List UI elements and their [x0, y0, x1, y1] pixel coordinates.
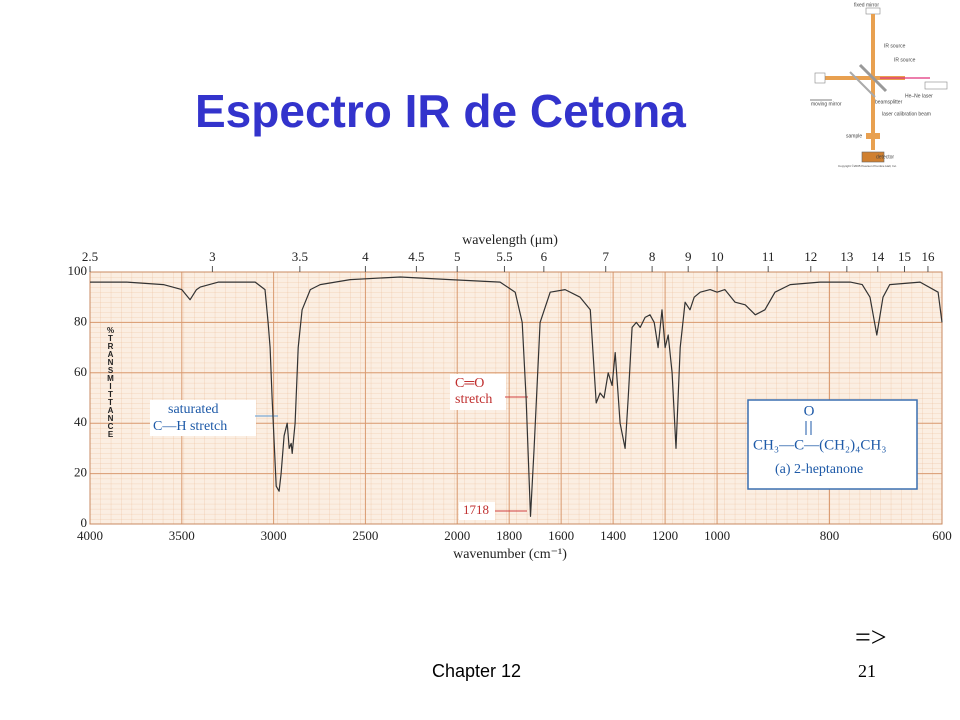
annotation-box — [150, 400, 256, 436]
x2-tick-label: 4 — [362, 249, 369, 264]
x-tick-label: 4000 — [77, 528, 103, 543]
x2-tick-label: 10 — [711, 249, 724, 264]
diagram-label: He–Ne laser — [905, 93, 933, 99]
structure-box — [747, 399, 918, 490]
x2-tick-label: 11 — [762, 249, 775, 264]
slide-title: Espectro IR de Cetona — [195, 85, 686, 137]
x-tick-label: 1600 — [548, 528, 574, 543]
x-tick-label: 3000 — [261, 528, 287, 543]
next-arrow: => — [855, 622, 887, 653]
x-tick-label: 1000 — [704, 528, 730, 543]
x2-tick-label: 5 — [454, 249, 461, 264]
annotation: stretch — [455, 392, 492, 407]
annotation: 1718 — [463, 502, 489, 517]
diagram-label: fixed mirror — [854, 2, 879, 8]
x-tick-label: 1200 — [652, 528, 678, 543]
annotation-box — [459, 502, 495, 520]
x2-tick-label: 15 — [898, 249, 911, 264]
x-tick-label: 3500 — [169, 528, 195, 543]
annotation-box — [450, 374, 506, 410]
x2-tick-label: 2.5 — [82, 249, 98, 264]
diagram-label: moving mirror — [811, 101, 842, 107]
x2-tick-label: 16 — [921, 249, 935, 264]
x2-tick-label: 6 — [541, 249, 548, 264]
annotation: saturated — [168, 402, 219, 417]
y-tick-label: 40 — [74, 414, 87, 429]
structure-name: (a) 2-heptanone — [775, 462, 863, 477]
y-tick-label: 100 — [68, 263, 88, 278]
x-tick-label: 1400 — [600, 528, 626, 543]
x-tick-label: 2000 — [444, 528, 470, 543]
annotation: C—H stretch — [153, 419, 227, 434]
structure-formula: CH₃—C—(CH₂)₄CH₃ — [753, 437, 886, 453]
x2-tick-label: 3 — [209, 249, 216, 264]
page-number: 21 — [858, 661, 876, 681]
diagram-label: IR source — [894, 57, 916, 63]
diagram-label: sample — [846, 133, 862, 139]
interferometer-diagram — [810, 7, 948, 163]
x2-tick-label: 12 — [804, 249, 817, 264]
x2-axis-label: wavelength (μm) — [462, 233, 558, 248]
spectrum-line — [90, 276, 943, 517]
diagram-label: detector — [876, 154, 894, 160]
footer: Chapter 12 — [432, 661, 521, 681]
x2-tick-label: 9 — [685, 249, 692, 264]
diagram-label: Copyright ©2005 Pearson Prentice Hall, I… — [838, 164, 897, 168]
x2-tick-label: 14 — [871, 249, 885, 264]
x2-tick-label: 3.5 — [292, 249, 308, 264]
x-tick-label: 800 — [820, 528, 840, 543]
annotation: C═O — [455, 376, 484, 391]
x-axis-label: wavenumber (cm⁻¹) — [453, 547, 567, 562]
x-tick-label: 600 — [932, 528, 952, 543]
x2-tick-label: 8 — [649, 249, 656, 264]
x-tick-label: 2500 — [352, 528, 378, 543]
x2-tick-label: 13 — [840, 249, 853, 264]
y-tick-label: 20 — [74, 465, 87, 480]
y-tick-label: 0 — [81, 515, 88, 530]
structure-atom: O — [804, 403, 815, 419]
x2-tick-label: 4.5 — [408, 249, 424, 264]
y-axis-label: %TRANSMITTANCE — [106, 326, 115, 438]
diagram-label: laser calibration beam — [882, 111, 931, 117]
y-tick-label: 80 — [74, 313, 87, 328]
diagram-label: beamsplitter — [875, 99, 903, 105]
diagram-label: IR source — [884, 43, 906, 49]
plot-frame — [89, 271, 943, 525]
y-tick-label: 60 — [74, 364, 87, 379]
x2-tick-label: 7 — [602, 249, 609, 264]
x-tick-label: 1800 — [496, 528, 522, 543]
x2-tick-label: 5.5 — [496, 249, 512, 264]
